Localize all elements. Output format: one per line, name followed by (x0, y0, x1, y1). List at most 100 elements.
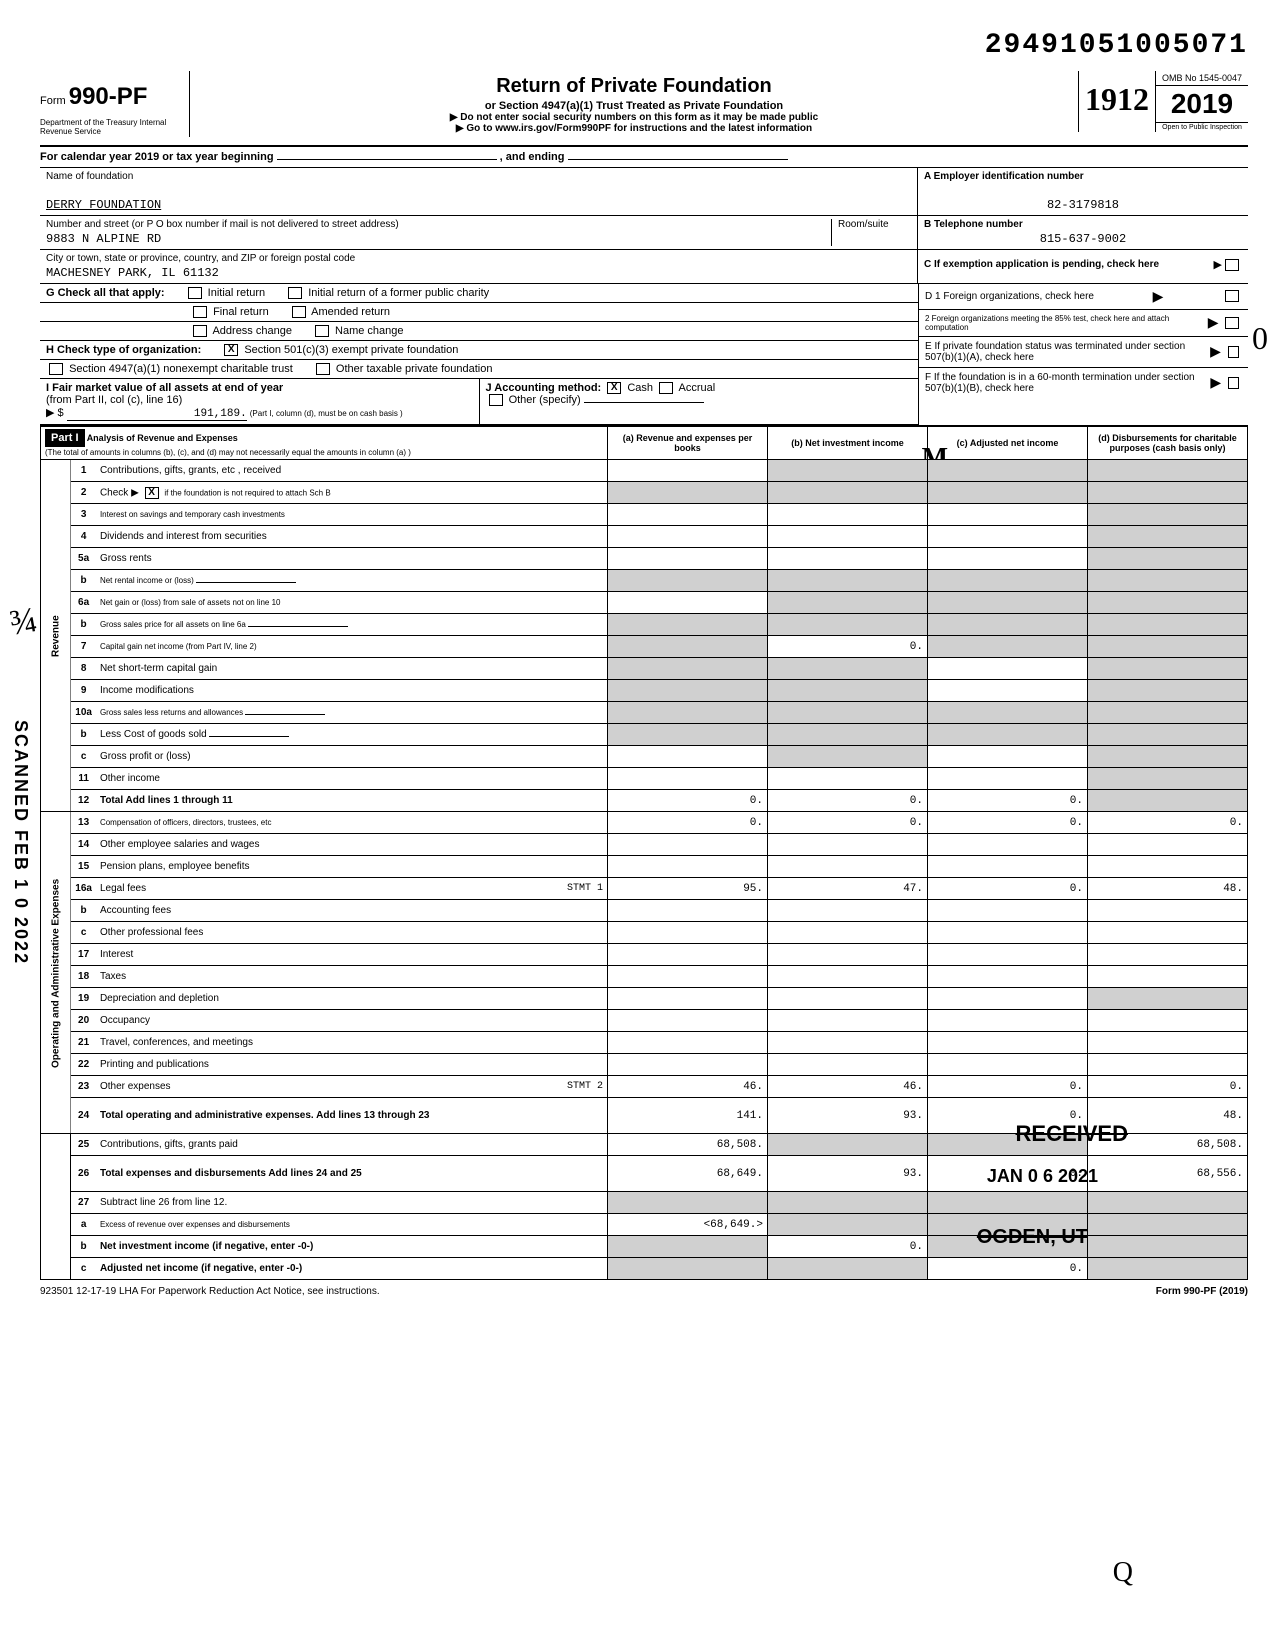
c-label: C If exemption application is pending, c… (924, 259, 1214, 270)
g-initial-former-checkbox[interactable] (288, 287, 302, 299)
handwritten-fraction: ¾ (7, 598, 41, 644)
row-24-desc: Total operating and administrative expen… (96, 1098, 608, 1134)
row-27-desc: Subtract line 26 from line 12. (96, 1192, 608, 1214)
row-16a-col-d: 48. (1088, 878, 1248, 900)
row-26-col-d: 68,556. (1088, 1156, 1248, 1192)
info-grid: Name of foundation DERRY FOUNDATION Numb… (40, 168, 1248, 284)
row-27a-col-a: <68,649.> (608, 1214, 768, 1236)
row-27a-desc: Excess of revenue over expenses and disb… (96, 1214, 608, 1236)
h-opt2-label: Section 4947(a)(1) nonexempt charitable … (69, 363, 293, 375)
row-11-desc: Other income (96, 768, 608, 790)
f-checkbox[interactable] (1228, 377, 1239, 389)
row-12-col-a: 0. (608, 790, 768, 812)
h-4947-checkbox[interactable] (49, 363, 63, 375)
j-cash-checkbox[interactable]: X (607, 382, 621, 394)
handwritten-zero-mark: 0 (1252, 320, 1268, 357)
g-label: G Check all that apply: (46, 287, 165, 299)
row-12-desc: Total Add lines 1 through 11 (96, 790, 608, 812)
row-3-desc: Interest on savings and temporary cash i… (96, 504, 608, 526)
i-amount: 191,189. (67, 408, 247, 421)
handwritten-year: 1912 (1079, 71, 1156, 132)
part1-title: Analysis of Revenue and Expenses (87, 433, 238, 443)
row-26-col-c: 0. (928, 1156, 1088, 1192)
omb-number: OMB No 1545-0047 (1156, 71, 1248, 86)
row-16a-col-c: 0. (928, 878, 1088, 900)
row-22-desc: Printing and publications (96, 1054, 608, 1076)
row-12-col-b: 0. (768, 790, 928, 812)
warn-line-1: ▶ Do not enter social security numbers o… (210, 112, 1058, 123)
g-initial-checkbox[interactable] (188, 287, 202, 299)
ein-value: 82-3179818 (924, 196, 1242, 212)
part1-table: Part I Analysis of Revenue and Expenses … (40, 426, 1248, 1280)
g-initial-label: Initial return (208, 287, 265, 299)
row-23-col-b: 46. (768, 1076, 928, 1098)
calendar-year-line: For calendar year 2019 or tax year begin… (40, 147, 1248, 168)
row-10c-desc: Gross profit or (loss) (96, 746, 608, 768)
g-amended-label: Amended return (311, 306, 390, 318)
row-27c-desc: Adjusted net income (if negative, enter … (96, 1258, 608, 1280)
row-4-desc: Dividends and interest from securities (96, 526, 608, 548)
g-final-checkbox[interactable] (193, 306, 207, 318)
row-17-desc: Interest (96, 944, 608, 966)
row-27c-col-c: 0. (928, 1258, 1088, 1280)
i-prefix: ▶ $ (46, 407, 64, 419)
row-16c-desc: Other professional fees (96, 922, 608, 944)
h-opt3-label: Other taxable private foundation (336, 363, 493, 375)
col-a-header: (a) Revenue and expenses per books (608, 427, 768, 460)
col-c-header: (c) Adjusted net income (928, 427, 1088, 460)
d1-label: D 1 Foreign organizations, check here (925, 291, 1094, 302)
row-2-checkbox[interactable]: X (145, 487, 159, 499)
row-26-desc: Total expenses and disbursements Add lin… (96, 1156, 608, 1192)
row-13-col-d: 0. (1088, 812, 1248, 834)
header-center: Return of Private Foundation or Section … (190, 71, 1078, 134)
footer-left: 923501 12-17-19 LHA For Paperwork Reduct… (40, 1286, 380, 1297)
warn-line-2: ▶ Go to www.irs.gov/Form990PF for instru… (210, 123, 1058, 134)
foundation-name: DERRY FOUNDATION (46, 196, 911, 212)
row-24-col-c: 0. (928, 1098, 1088, 1134)
row-18-desc: Taxes (96, 966, 608, 988)
h-opt1-label: Section 501(c)(3) exempt private foundat… (244, 344, 458, 356)
tax-year: 2019 (1156, 86, 1248, 122)
name-label: Name of foundation (46, 171, 911, 182)
c-checkbox[interactable] (1225, 259, 1239, 271)
ein-label: A Employer identification number (924, 171, 1242, 182)
row-6a-desc: Net gain or (loss) from sale of assets n… (96, 592, 608, 614)
row-27b-desc: Net investment income (if negative, ente… (96, 1236, 608, 1258)
dept-label: Department of the Treasury Internal Reve… (40, 119, 169, 137)
tel-value: 815-637-9002 (924, 230, 1242, 246)
row-23-col-d: 0. (1088, 1076, 1248, 1098)
row-24-col-d: 48. (1088, 1098, 1248, 1134)
g-initial-former-label: Initial return of a former public charit… (308, 287, 489, 299)
j-cash-label: Cash (627, 382, 653, 394)
row-24-col-b: 93. (768, 1098, 928, 1134)
row-14-desc: Other employee salaries and wages (96, 834, 608, 856)
j-other-checkbox[interactable] (489, 394, 503, 406)
h-label: H Check type of organization: (46, 344, 201, 356)
row-24-col-a: 141. (608, 1098, 768, 1134)
g-addr-change-checkbox[interactable] (193, 325, 207, 337)
j-accrual-checkbox[interactable] (659, 382, 673, 394)
form-id-block: Form 990-PF Department of the Treasury I… (40, 71, 190, 137)
row-9-desc: Income modifications (96, 680, 608, 702)
i-label: I Fair market value of all assets at end… (46, 382, 283, 394)
g-amended-checkbox[interactable] (292, 306, 306, 318)
row-2-desc: if the foundation is not required to att… (164, 488, 330, 497)
h-other-checkbox[interactable] (316, 363, 330, 375)
row-19-desc: Depreciation and depletion (96, 988, 608, 1010)
row-7-desc: Capital gain net income (from Part IV, l… (96, 636, 608, 658)
scanned-stamp: SCANNED FEB 1 0 2022 (10, 720, 31, 965)
row-12-col-c: 0. (928, 790, 1088, 812)
g-name-change-checkbox[interactable] (315, 325, 329, 337)
g-final-label: Final return (213, 306, 269, 318)
j-other-label: Other (specify) (509, 394, 581, 406)
h-501c3-checkbox[interactable]: X (224, 344, 238, 356)
row-27b-col-b: 0. (768, 1236, 928, 1258)
d2-checkbox[interactable] (1225, 317, 1239, 329)
e-checkbox[interactable] (1228, 346, 1239, 358)
part1-table-wrap: RECEIVED JAN 0 6 2021 OGDEN, UT Part I A… (40, 426, 1248, 1280)
col-d-header: (d) Disbursements for charitable purpose… (1088, 427, 1248, 460)
row-23-col-c: 0. (928, 1076, 1088, 1098)
d1-checkbox[interactable] (1225, 290, 1239, 302)
form-number: 990-PF (69, 83, 148, 110)
j-note: (Part I, column (d), must be on cash bas… (250, 409, 403, 418)
